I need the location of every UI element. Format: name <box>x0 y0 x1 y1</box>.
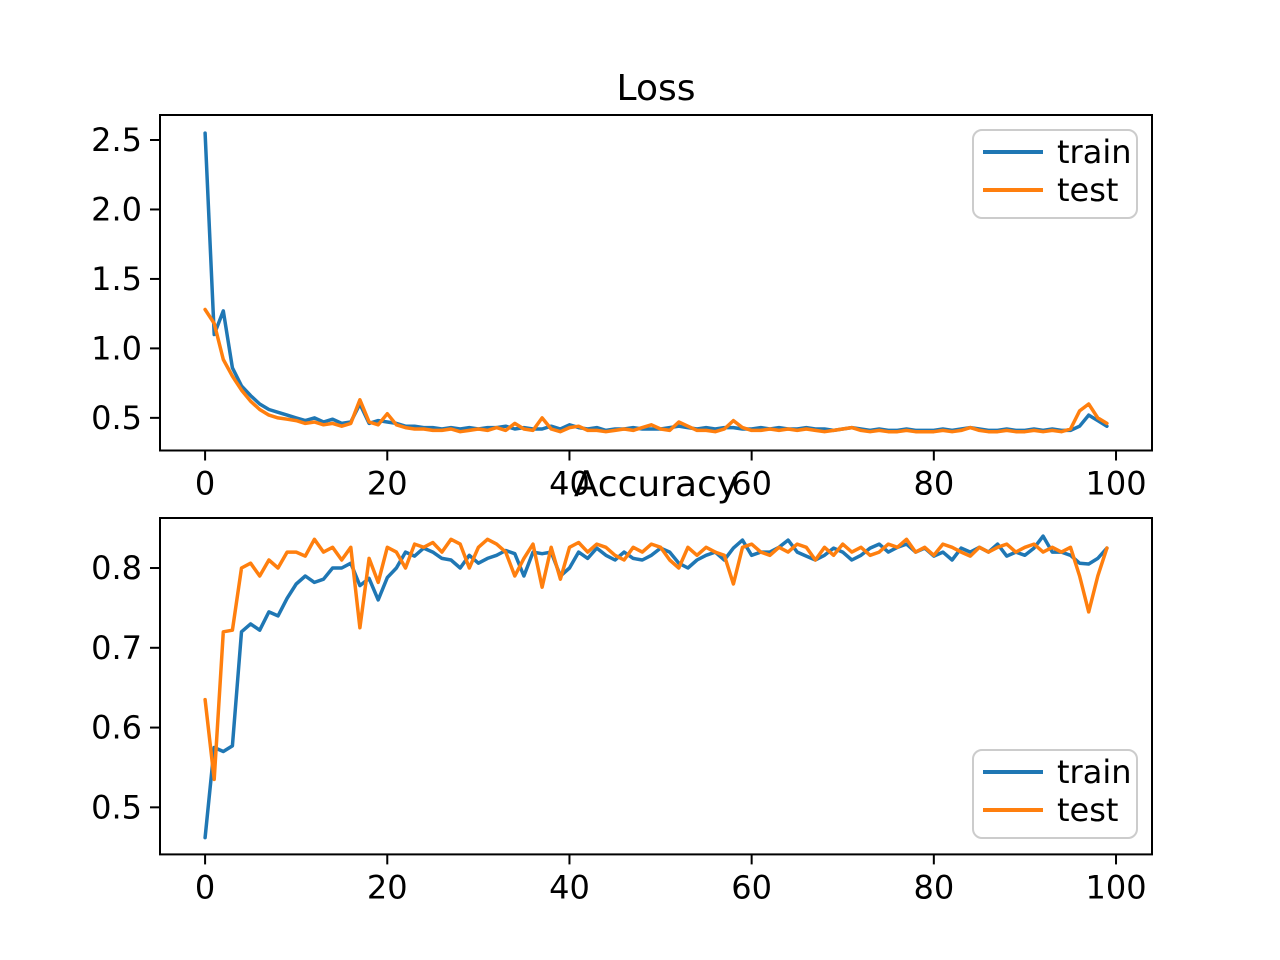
x-axis-tick-label: 80 <box>913 465 954 503</box>
x-axis-tick-label: 0 <box>195 868 215 906</box>
y-axis-tick-label: 0.5 <box>91 788 142 826</box>
y-axis-tick-label: 0.8 <box>91 549 142 587</box>
accuracy-legend-test-label: test <box>1057 791 1118 829</box>
x-axis-tick-label: 20 <box>367 868 408 906</box>
x-axis-tick-label: 40 <box>549 868 590 906</box>
series-line-train <box>203 534 1109 840</box>
y-axis-tick-label: 0.7 <box>91 629 142 667</box>
loss-legend: train test <box>972 129 1138 219</box>
y-axis-tick-label: 1.5 <box>91 260 142 298</box>
y-axis-tick-label: 0.6 <box>91 709 142 747</box>
accuracy-subplot: Accuracy 0 20 40 60 80 100 0.5 0.6 0.7 0.8 train … <box>91 464 1153 906</box>
x-axis-tick-label: 0 <box>195 465 215 503</box>
loss-plot-title: Loss <box>617 68 696 109</box>
accuracy-legend: train test <box>972 749 1138 839</box>
x-axis-tick-label: 100 <box>1085 868 1146 906</box>
x-axis-tick-label: 40 <box>549 465 590 503</box>
loss-plot-frame <box>159 114 1153 452</box>
y-axis-tick-label: 2.5 <box>91 121 142 159</box>
y-axis-tick-label: 2.0 <box>91 190 142 228</box>
series-line-train <box>203 131 1109 433</box>
x-axis-tick-label: 60 <box>731 465 772 503</box>
x-axis-tick-label: 100 <box>1085 465 1146 503</box>
x-axis-tick-label: 20 <box>367 465 408 503</box>
loss-legend-train-label: train <box>1057 133 1131 171</box>
accuracy-plot-area: 0 20 40 60 80 100 0.5 0.6 0.7 0.8 <box>91 534 1147 906</box>
accuracy-plot-title: Accuracy <box>574 464 738 505</box>
x-axis-tick-label: 60 <box>731 868 772 906</box>
series-line-test <box>203 537 1109 782</box>
x-axis-tick-label: 80 <box>913 868 954 906</box>
y-axis-tick-label: 0.5 <box>91 399 142 437</box>
series-line-test <box>203 307 1109 434</box>
loss-plot-area: 0 20 40 60 80 100 0.5 1.0 1.5 2.0 2.5 <box>91 121 1146 502</box>
loss-legend-test-label: test <box>1057 171 1118 209</box>
accuracy-legend-train-label: train <box>1057 753 1131 791</box>
loss-subplot: Loss 0 20 40 60 80 100 0.5 1.0 1.5 2.0 2.5 train t… <box>91 68 1153 503</box>
accuracy-plot-frame <box>159 517 1153 856</box>
y-axis-tick-label: 1.0 <box>91 329 142 367</box>
